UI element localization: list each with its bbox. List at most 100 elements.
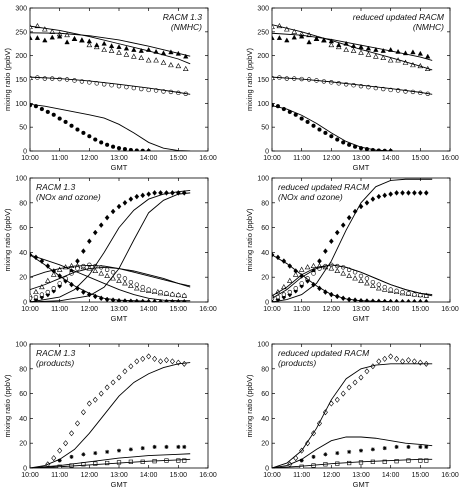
data-point: [359, 448, 363, 453]
data-point: [175, 63, 182, 69]
data-point: [44, 277, 51, 283]
data-point: [329, 134, 334, 139]
x-tick-label: 13:00: [352, 155, 370, 162]
data-point: [293, 286, 298, 291]
data-point: [128, 298, 134, 302]
x-tick-label: 15:00: [170, 472, 188, 479]
data-point: [334, 396, 340, 403]
data-point: [146, 191, 152, 197]
y-tick-label: 0: [23, 466, 27, 473]
data-point: [81, 452, 86, 457]
series-line: [30, 192, 191, 302]
data-point: [104, 296, 110, 302]
data-point: [272, 75, 275, 81]
data-point: [375, 285, 382, 291]
data-point: [30, 35, 33, 40]
series-circle-open: [30, 75, 188, 97]
data-point: [412, 190, 417, 196]
data-point: [304, 264, 311, 270]
data-point: [286, 277, 293, 283]
x-tick-label: 15:00: [412, 155, 430, 162]
y-tick-label: 0: [265, 300, 269, 307]
x-tick-label: 12:00: [323, 306, 341, 313]
data-point: [423, 190, 429, 196]
series-line: [30, 254, 149, 302]
data-point: [425, 53, 431, 59]
data-point: [311, 454, 316, 459]
data-point: [310, 262, 317, 269]
series-line: [30, 362, 191, 468]
y-tick-label: 40: [261, 250, 269, 257]
y-tick-label: 60: [261, 225, 269, 232]
x-tick-label: 14:00: [140, 472, 158, 479]
data-point: [281, 258, 287, 264]
data-point: [140, 284, 145, 290]
x-axis-label: GMT: [111, 480, 128, 489]
data-point: [128, 363, 134, 370]
data-point: [305, 119, 310, 125]
data-point: [69, 454, 74, 459]
data-point: [343, 82, 349, 87]
data-point: [39, 292, 45, 297]
data-point: [110, 208, 116, 215]
data-point: [122, 199, 128, 206]
data-point: [30, 103, 33, 108]
data-point: [323, 248, 328, 254]
data-point: [79, 37, 85, 43]
data-point: [376, 282, 381, 287]
data-point: [101, 46, 107, 52]
x-tick-label: 14:00: [140, 306, 158, 313]
data-point: [140, 446, 145, 451]
series-line: [272, 76, 433, 95]
data-point: [382, 446, 387, 451]
y-tick-label: 200: [15, 53, 27, 60]
data-point: [382, 192, 388, 199]
data-point: [183, 53, 189, 59]
data-point: [170, 292, 175, 297]
data-point: [42, 37, 48, 43]
x-tick-label: 12:00: [323, 472, 341, 479]
chart-title-line: RACM 1.3: [36, 182, 75, 192]
x-tick-label: 11:00: [293, 472, 310, 479]
data-point: [382, 284, 387, 290]
data-point: [131, 53, 137, 59]
y-tick-label: 60: [19, 391, 27, 398]
data-point: [364, 199, 370, 206]
data-point: [388, 191, 394, 197]
y-tick-label: 60: [261, 391, 269, 398]
data-point: [176, 444, 181, 449]
data-point: [406, 298, 411, 302]
series-star: [299, 444, 429, 463]
data-point: [346, 384, 352, 391]
data-point: [81, 248, 86, 254]
data-point: [93, 461, 98, 466]
y-tick-label: 250: [257, 29, 269, 36]
data-point: [116, 203, 122, 210]
data-point: [358, 374, 364, 381]
data-point: [298, 266, 305, 272]
data-point: [311, 271, 316, 276]
data-point: [152, 190, 157, 196]
data-point: [313, 36, 320, 41]
data-point: [341, 140, 346, 145]
data-point: [134, 148, 139, 151]
data-point: [105, 142, 110, 147]
data-point: [299, 116, 304, 121]
data-point: [108, 47, 115, 53]
data-point: [334, 267, 341, 273]
x-tick-label: 13:00: [352, 306, 370, 313]
data-point: [128, 196, 134, 202]
series-line: [30, 266, 191, 291]
data-point: [299, 281, 304, 286]
data-point: [75, 127, 80, 132]
y-tick-label: 20: [261, 441, 269, 448]
data-point: [134, 282, 140, 287]
series-line: [30, 264, 191, 287]
series-line: [272, 178, 433, 302]
data-point: [412, 298, 417, 302]
data-point: [364, 280, 370, 286]
y-tick-label: 40: [19, 250, 27, 257]
data-point: [164, 291, 169, 296]
data-point: [322, 409, 328, 416]
data-point: [358, 460, 364, 465]
